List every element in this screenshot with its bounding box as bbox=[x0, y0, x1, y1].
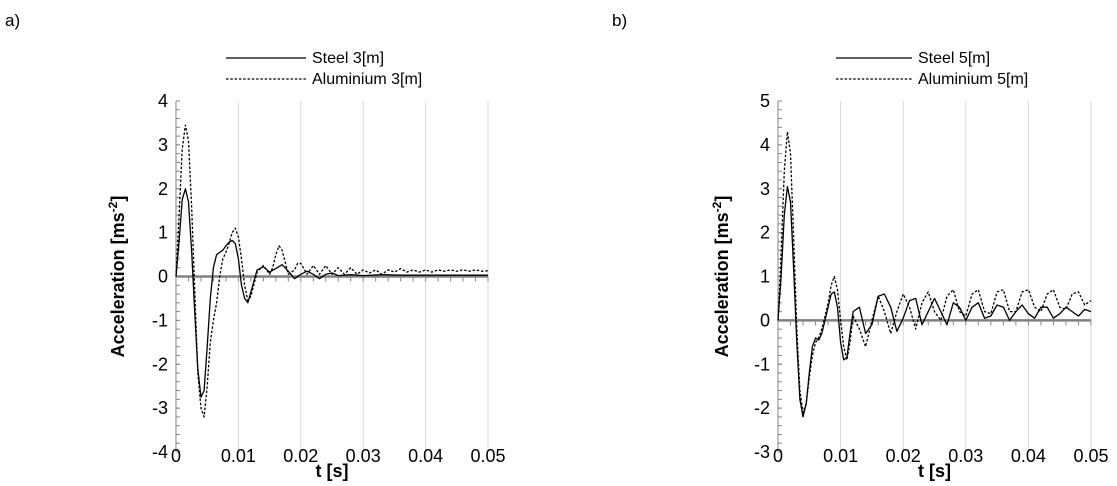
y-axis-title-end: ] bbox=[712, 196, 732, 202]
x-tick-label: 0.04 bbox=[1011, 446, 1046, 466]
y-tick-label: -3 bbox=[754, 442, 770, 462]
y-tick-label: 5 bbox=[760, 91, 770, 111]
y-tick-label: -1 bbox=[754, 354, 770, 374]
series-line-aluminium bbox=[777, 131, 1092, 414]
legend-label-steel: Steel 3[m] bbox=[312, 50, 384, 67]
y-axis-title-end: ] bbox=[108, 196, 128, 202]
x-tick-label: 0 bbox=[171, 446, 181, 466]
y-tick-label: 3 bbox=[158, 135, 168, 155]
y-axis-title-superscript: -2 bbox=[106, 201, 120, 212]
legend-label-aluminium: Aluminium 5[m] bbox=[918, 71, 1028, 88]
x-axis-title: t [s] bbox=[316, 461, 349, 481]
y-tick-label: 1 bbox=[158, 223, 168, 243]
y-tick-label: 4 bbox=[158, 91, 168, 111]
series-line-aluminium bbox=[175, 124, 489, 418]
x-tick-label: 0.01 bbox=[221, 446, 256, 466]
chart-panel-b: b) -3 -2 -1 0 1 2 3 4 5 0 0.01 0.02 0.03 0.04 0.05 t [s]… bbox=[612, 11, 1109, 481]
y-tick-label: -4 bbox=[152, 442, 168, 462]
y-tick-label: -2 bbox=[152, 354, 168, 374]
panel-label: a) bbox=[5, 11, 20, 30]
series-line-steel bbox=[175, 188, 488, 398]
x-tick-label: 0.05 bbox=[1073, 446, 1108, 466]
x-tick-label: 0.03 bbox=[948, 446, 983, 466]
x-tick-label: 0.02 bbox=[886, 446, 921, 466]
y-axis-title-base: Acceleration [ms bbox=[108, 212, 128, 357]
y-axis-title: Acceleration [ms-2] bbox=[710, 196, 732, 358]
chart-panel-a: a) -4 -3 -2 -1 0 1 2 3 4 0 0.01 0.02 0.03 0.04 0.05 t [s… bbox=[5, 11, 506, 481]
x-tick-label: 0.02 bbox=[283, 446, 318, 466]
panel-label: b) bbox=[612, 11, 627, 30]
y-tick-label: 2 bbox=[760, 223, 770, 243]
y-tick-label: 2 bbox=[158, 179, 168, 199]
legend-label-aluminium: Aluminium 3[m] bbox=[312, 71, 422, 88]
y-tick-label: -2 bbox=[754, 398, 770, 418]
x-tick-label: 0.03 bbox=[346, 446, 381, 466]
x-tick-label: 0 bbox=[773, 446, 783, 466]
x-axis-title: t [s] bbox=[918, 461, 951, 481]
series-line-steel bbox=[777, 185, 1092, 418]
y-tick-label: 0 bbox=[760, 310, 770, 330]
y-axis-title-superscript: -2 bbox=[710, 201, 724, 212]
x-tick-label: 0.01 bbox=[823, 446, 858, 466]
x-tick-label: 0.05 bbox=[470, 446, 505, 466]
y-tick-label: 3 bbox=[760, 179, 770, 199]
y-tick-label: -3 bbox=[152, 398, 168, 418]
y-tick-label: 1 bbox=[760, 267, 770, 287]
y-axis-title: Acceleration [ms-2] bbox=[106, 196, 128, 358]
y-tick-label: -1 bbox=[152, 310, 168, 330]
y-axis-title-base: Acceleration [ms bbox=[712, 212, 732, 357]
legend-label-steel: Steel 5[m] bbox=[918, 50, 990, 67]
y-tick-label: 4 bbox=[760, 135, 770, 155]
y-tick-label: 0 bbox=[158, 267, 168, 287]
x-tick-label: 0.04 bbox=[408, 446, 443, 466]
